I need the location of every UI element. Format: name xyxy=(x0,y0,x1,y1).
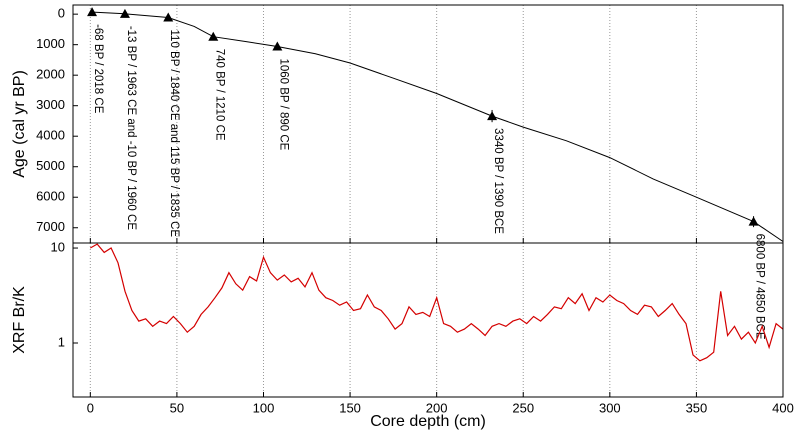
x-tick-label: 300 xyxy=(599,400,621,415)
y-tick-label: 6000 xyxy=(36,189,65,204)
y-tick-label: 1000 xyxy=(36,36,65,51)
x-tick-label: 350 xyxy=(686,400,708,415)
y-tick-label: 1 xyxy=(58,334,65,349)
data-line xyxy=(90,11,784,242)
annotation: 110 BP / 1840 CE and 115 BP / 1835 CE xyxy=(168,30,180,238)
annotation: 740 BP / 1210 CE xyxy=(213,49,225,141)
annotation: 6800 BP / 4850 BCE xyxy=(754,234,766,340)
y-axis-label: XRF Br/K xyxy=(11,286,28,354)
y-axis-label: Age (cal yr BP) xyxy=(11,70,28,178)
x-tick-label: 400 xyxy=(772,400,794,415)
x-tick-label: 150 xyxy=(339,400,361,415)
y-tick-label: 3000 xyxy=(36,97,65,112)
annotation: -13 BP / 1963 CE and -10 BP / 1960 CE xyxy=(125,26,137,230)
annotation: 3340 BP / 1390 BCE xyxy=(492,128,504,234)
data-point xyxy=(119,8,130,18)
data-point xyxy=(87,7,98,17)
annotation: 1060 BP / 890 CE xyxy=(277,58,289,150)
data-point xyxy=(748,216,759,226)
data-line xyxy=(90,243,784,362)
plot-frame xyxy=(72,242,784,398)
y-tick-label: 4000 xyxy=(36,128,65,143)
annotation: -68 BP / 2018 CE xyxy=(92,24,104,114)
y-tick-label: 10 xyxy=(51,239,65,254)
y-tick-label: 5000 xyxy=(36,158,65,173)
y-tick-label: 0 xyxy=(58,6,65,21)
x-tick-label: 100 xyxy=(253,400,275,415)
data-point xyxy=(487,111,498,121)
x-axis-label: Core depth (cm) xyxy=(370,413,486,430)
x-tick-label: 0 xyxy=(87,400,94,415)
data-point xyxy=(163,12,174,22)
y-tick-label: 2000 xyxy=(36,67,65,82)
x-tick-label: 250 xyxy=(512,400,534,415)
data-point xyxy=(272,41,283,51)
y-tick-label: 7000 xyxy=(36,219,65,234)
data-point xyxy=(208,31,219,41)
x-tick-label: 50 xyxy=(170,400,184,415)
x-tick-label: 200 xyxy=(426,400,448,415)
